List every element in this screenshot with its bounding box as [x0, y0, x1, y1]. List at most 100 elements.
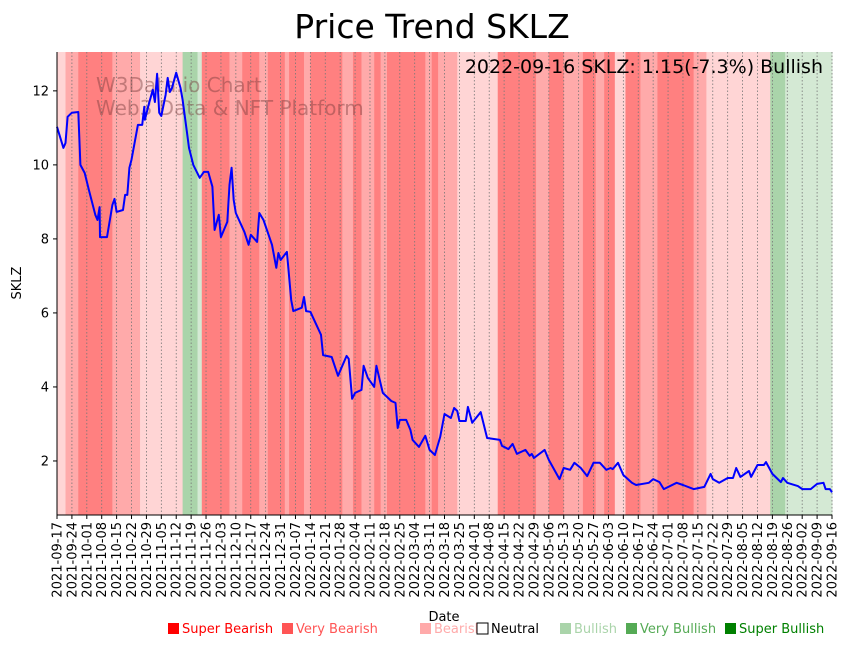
- band-super-bearish: [387, 52, 426, 515]
- band-very-bearish: [536, 52, 550, 515]
- legend-label: Bearish: [434, 622, 483, 637]
- band-bullish: [197, 52, 203, 515]
- x-tick-label: 2021-10-15: [110, 522, 125, 598]
- x-tick-label: 2021-11-26: [200, 522, 215, 598]
- x-tick-label: 2022-09-16: [826, 522, 841, 598]
- band-very-bearish: [303, 52, 311, 515]
- band-super-bearish: [374, 52, 382, 515]
- x-tick-label: 2022-02-11: [363, 522, 378, 598]
- x-tick-label: 2022-05-06: [542, 522, 557, 598]
- x-tick-label: 2022-04-22: [513, 522, 528, 598]
- legend-label: Neutral: [491, 622, 539, 637]
- x-tick-label: 2021-10-01: [80, 522, 95, 598]
- x-tick-label: 2022-06-10: [617, 522, 632, 598]
- legend-label: Super Bearish: [182, 622, 273, 637]
- x-tick-label: 2022-04-29: [527, 522, 542, 598]
- band-super-bearish: [625, 52, 641, 515]
- band-super-bearish: [352, 52, 362, 515]
- legend-swatch: [476, 622, 489, 635]
- band-very-bearish: [425, 52, 433, 515]
- x-tick-label: 2022-08-26: [781, 522, 796, 598]
- x-tick-label: 2022-09-09: [811, 522, 826, 598]
- y-tick-label: 8: [41, 232, 49, 247]
- x-tick-label: 2021-10-22: [125, 522, 140, 598]
- band-very-bearish: [112, 52, 141, 515]
- band-bearish: [457, 52, 499, 515]
- x-tick-label: 2021-09-24: [65, 522, 80, 598]
- band-super-bearish: [289, 52, 305, 515]
- y-tick-label: 4: [41, 380, 49, 395]
- band-very-bullish: [770, 52, 786, 515]
- x-tick-label: 2022-08-12: [751, 522, 766, 598]
- band-bearish: [614, 52, 626, 515]
- legend-swatch: [282, 623, 293, 634]
- band-very-bearish: [693, 52, 707, 515]
- band-super-bearish: [431, 52, 439, 515]
- x-tick-label: 2022-06-17: [632, 522, 647, 598]
- x-tick-label: 2022-01-21: [319, 522, 334, 598]
- legend-label: Bullish: [574, 622, 617, 637]
- x-tick-label: 2022-04-15: [498, 522, 513, 598]
- x-tick-label: 2022-07-08: [676, 522, 691, 598]
- band-very-bearish: [595, 52, 605, 515]
- x-tick-label: 2021-11-05: [155, 522, 170, 598]
- y-axis-ticks: 2 4 6 8 10 12: [32, 84, 57, 469]
- x-tick-label: 2021-12-24: [259, 522, 274, 598]
- x-tick-label: 2022-02-04: [349, 522, 364, 598]
- band-super-bearish: [657, 52, 695, 515]
- x-tick-label: 2022-03-25: [453, 522, 468, 598]
- legend-swatch: [560, 623, 571, 634]
- band-super-bearish: [604, 52, 616, 515]
- x-tick-label: 2021-12-31: [274, 522, 289, 598]
- x-tick-label: 2022-07-01: [662, 522, 677, 598]
- x-tick-label: 2021-12-17: [244, 522, 259, 598]
- band-super-bearish: [582, 52, 597, 515]
- band-bearish: [706, 52, 771, 515]
- y-axis-label: SKLZ: [10, 266, 25, 299]
- x-tick-label: 2022-06-24: [647, 522, 662, 598]
- x-axis-label: Date: [428, 610, 459, 625]
- legend-swatch: [420, 623, 431, 634]
- legend-label: Very Bullish: [640, 622, 716, 637]
- x-tick-label: 2022-04-01: [468, 522, 483, 598]
- y-tick-label: 6: [41, 306, 49, 321]
- band-super-bearish: [548, 52, 565, 515]
- band-very-bearish: [361, 52, 375, 515]
- x-tick-label: 2022-03-04: [408, 522, 423, 598]
- y-tick-label: 10: [32, 158, 49, 173]
- band-very-bearish: [380, 52, 388, 515]
- legend-swatch: [626, 623, 637, 634]
- x-tick-label: 2022-07-29: [721, 522, 736, 598]
- legend-swatch: [725, 623, 736, 634]
- x-tick-label: 2022-05-13: [557, 522, 572, 598]
- latest-price-annotation: 2022-09-16 SKLZ: 1.15(-7.3%) Bullish: [465, 56, 823, 78]
- x-tick-label: 2021-11-19: [185, 522, 200, 598]
- watermark-line-2: Web3 Data & NFT Platform: [96, 96, 364, 120]
- x-tick-label: 2021-12-03: [214, 522, 229, 598]
- vertical-gridlines: [56, 52, 833, 515]
- legend-label: Super Bullish: [739, 622, 824, 637]
- band-very-bearish: [438, 52, 458, 515]
- legend-label: Very Bearish: [296, 622, 378, 637]
- x-tick-label: 2022-01-28: [334, 522, 349, 598]
- band-super-bearish: [310, 52, 343, 515]
- x-tick-label: 2022-05-20: [572, 522, 587, 598]
- x-tick-label: 2022-02-25: [393, 522, 408, 598]
- band-super-bearish: [78, 52, 113, 515]
- x-tick-label: 2022-03-11: [423, 522, 438, 598]
- x-tick-label: 2022-05-27: [587, 522, 602, 598]
- band-bullish: [785, 52, 833, 515]
- x-tick-label: 2021-10-08: [95, 522, 110, 598]
- band-very-bearish: [284, 52, 290, 515]
- band-super-bearish: [201, 52, 230, 515]
- x-tick-label: 2022-07-15: [691, 522, 706, 598]
- band-very-bearish: [342, 52, 354, 515]
- band-very-bearish: [563, 52, 584, 515]
- y-tick-label: 12: [32, 84, 49, 99]
- legend: Super Bearish Very Bearish Bearish Neutral B…: [168, 622, 824, 637]
- x-tick-label: 2022-07-22: [706, 522, 721, 598]
- x-axis-ticks: 2021-09-17 2021-09-24 2021-10-01 2021-10-08…: [51, 515, 841, 598]
- x-tick-label: 2022-09-02: [796, 522, 811, 598]
- x-tick-label: 2022-01-07: [289, 522, 304, 598]
